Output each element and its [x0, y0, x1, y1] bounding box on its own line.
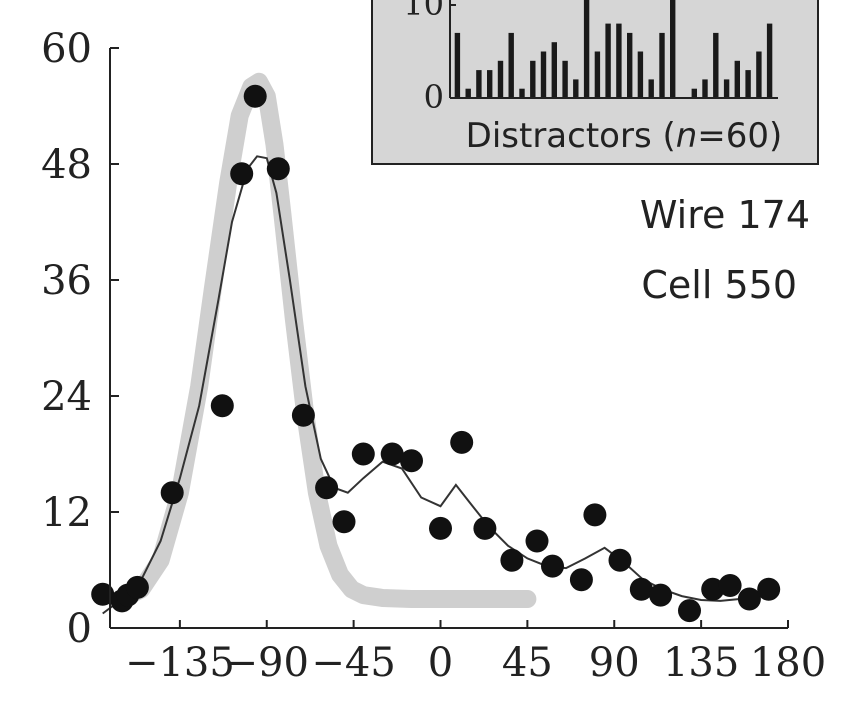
inset-y-tick-10: 10 [403, 0, 444, 23]
data-point [583, 503, 607, 527]
data-point [500, 548, 524, 572]
x-axis-ticks: −135−90 −45 0 45 90 135 180 [125, 620, 826, 686]
inset-bar [670, 0, 676, 98]
data-point [649, 583, 673, 607]
inset-bar [573, 79, 579, 98]
data-point [737, 587, 761, 611]
data-point [608, 548, 632, 572]
data-point [569, 568, 593, 592]
x-tick-label: 180 [750, 640, 826, 686]
inset-bar [627, 32, 633, 98]
y-tick-label: 12 [41, 490, 92, 536]
inset-bar [659, 32, 665, 98]
inset-bar [637, 51, 644, 98]
annotation-wire: Wire 174 [640, 193, 810, 237]
data-point [125, 575, 149, 599]
inset-bar [454, 32, 461, 98]
data-point [400, 449, 423, 473]
data-point [718, 574, 742, 597]
inset-bar [756, 51, 762, 98]
data-point [541, 554, 564, 578]
data-points-layer [91, 84, 781, 623]
inset-bar [465, 88, 471, 98]
fit-curve-line [102, 155, 779, 615]
y-axis-ticks: 0 12 24 36 48 60 [41, 26, 119, 652]
x-tick-label: −90 [225, 640, 309, 686]
y-tick-label: 0 [67, 606, 92, 652]
x-tick-label: −45 [311, 640, 395, 686]
axes [109, 48, 788, 629]
data-point [629, 577, 653, 601]
inset-bar [519, 88, 525, 98]
data-point [351, 442, 375, 466]
inset-bar [551, 42, 557, 98]
data-point [266, 157, 290, 181]
inset-histogram: 0 10 Distractors (n=60) [371, 0, 819, 165]
inset-bar [713, 32, 719, 98]
inset-bars [454, 0, 773, 99]
inset-title: Distractors (n=60) [466, 116, 783, 156]
data-point [230, 162, 254, 186]
inset-bar [487, 70, 493, 98]
inset-bar [648, 79, 654, 98]
x-tick-label: −135 [125, 640, 235, 686]
data-point [380, 442, 404, 466]
data-point [525, 529, 549, 553]
y-tick-label: 36 [41, 258, 92, 304]
inset-bar [594, 51, 601, 98]
x-tick-label: 135 [663, 640, 739, 686]
data-point [210, 394, 234, 418]
inset-bar [702, 79, 708, 98]
data-point [332, 510, 356, 534]
data-point [701, 577, 725, 601]
y-tick-label: 48 [41, 142, 92, 188]
inset-bar [540, 51, 547, 98]
data-point [160, 481, 184, 505]
data-point [315, 476, 339, 500]
inset-bar [508, 32, 514, 98]
inset-bar [691, 88, 697, 98]
inset-bar [530, 60, 536, 98]
inset-bar [497, 60, 504, 98]
x-tick-label: 45 [502, 640, 553, 686]
annotation-cell: Cell 550 [641, 263, 797, 307]
y-tick-label: 24 [41, 374, 92, 420]
inset-bar [605, 23, 611, 99]
data-point [243, 84, 267, 108]
data-point [291, 403, 315, 427]
inset-bar [616, 23, 622, 99]
data-point [450, 430, 474, 454]
fit-curve-layer [102, 155, 779, 615]
inset-bar [562, 60, 568, 98]
data-point [429, 516, 452, 540]
inset-bar [476, 70, 482, 98]
inset-y-tick-0: 0 [424, 78, 444, 116]
data-point [91, 582, 115, 606]
inset-bar [745, 70, 751, 98]
inset-bar [766, 23, 773, 99]
inset-bar [734, 60, 740, 98]
data-point [473, 516, 497, 540]
inset-bar [723, 79, 730, 98]
data-point [678, 599, 701, 623]
data-point [757, 577, 781, 601]
x-tick-label: 0 [428, 640, 453, 686]
x-tick-label: 90 [589, 640, 640, 686]
y-tick-label: 60 [41, 26, 92, 72]
inset-bar [583, 0, 590, 98]
